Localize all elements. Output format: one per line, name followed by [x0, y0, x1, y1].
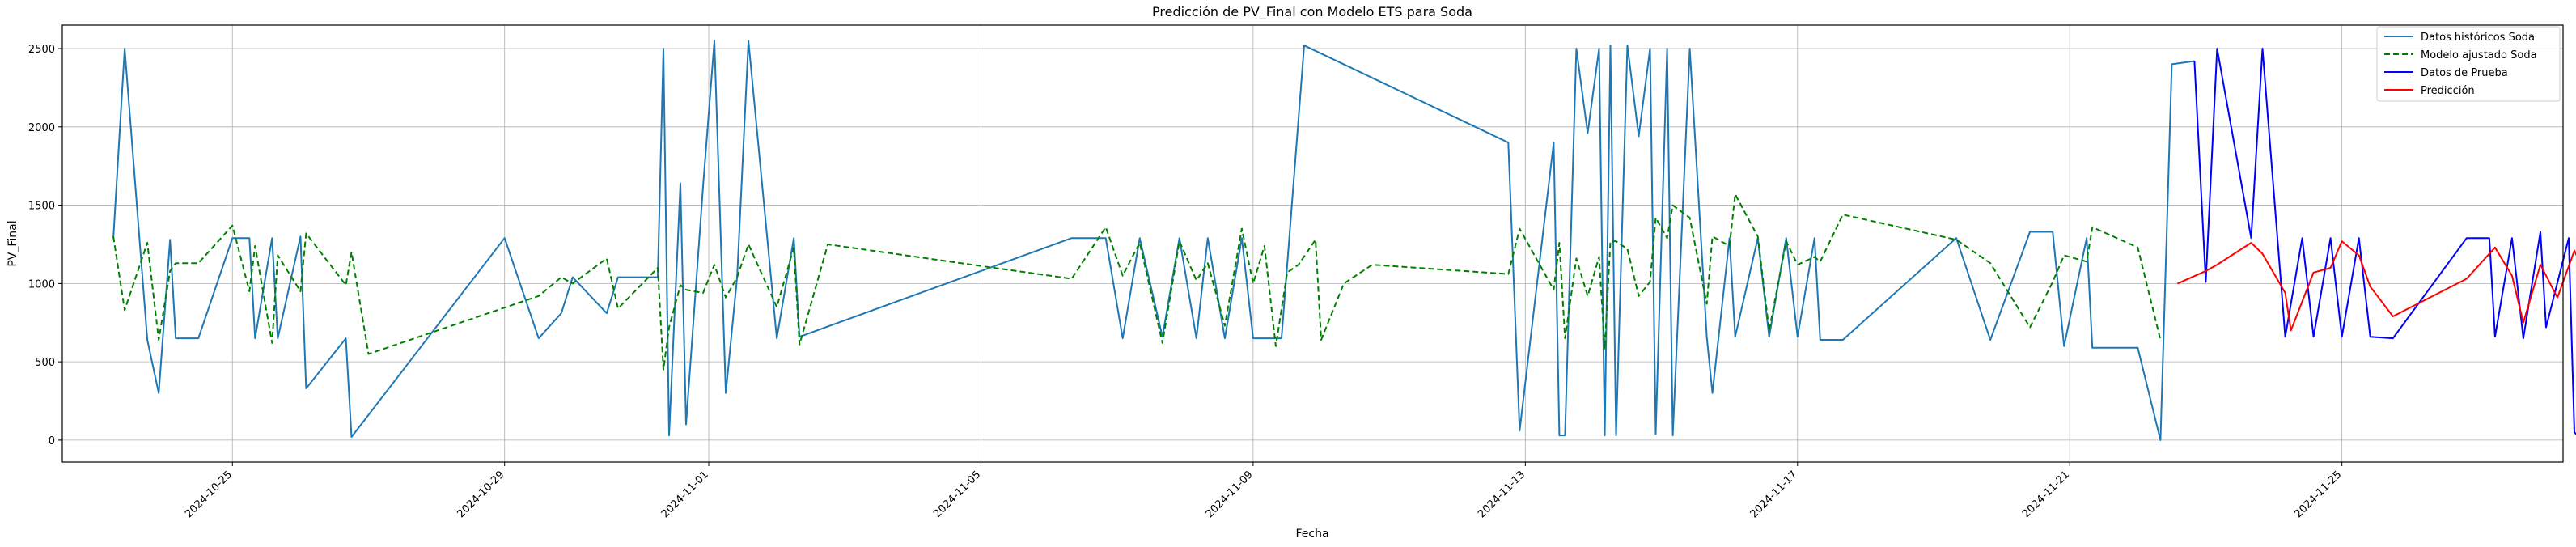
y-tick-label: 1000	[28, 278, 55, 290]
y-tick-label: 2500	[28, 44, 55, 56]
legend-label-modelo-ajustado-soda: Modelo ajustado Soda	[2421, 49, 2537, 61]
grid-lines	[62, 25, 2563, 462]
x-axis-label: Fecha	[1295, 528, 1328, 541]
series-line-datos-historicos-soda	[112, 40, 2195, 441]
y-axis-label: PV_Final	[6, 220, 19, 266]
legend-label-datos-de-prueba: Datos de Prueba	[2421, 67, 2508, 79]
legend-box	[2376, 26, 2561, 102]
legend: Datos históricos Soda Modelo ajustado Sod…	[2376, 26, 2561, 102]
series-line-modelo-ajustado-soda	[112, 193, 2162, 371]
y-tick-label: 1500	[28, 201, 55, 213]
chart-title: Predicción de PV_Final con Modelo ETS pa…	[1152, 4, 1472, 20]
plot-frame	[61, 24, 2564, 463]
y-tick-label: 2000	[28, 122, 55, 134]
y-tick-label: 0	[49, 435, 55, 447]
series-line-datos-de-prueba	[2193, 48, 2576, 435]
legend-label-prediccion: Predicción	[2421, 85, 2475, 97]
y-tick-label: 500	[35, 357, 55, 369]
series-layer	[112, 40, 2576, 441]
y-axis: 0 500 1000 1500 2000 2500	[28, 44, 62, 447]
legend-label-datos-historicos-soda: Datos históricos Soda	[2421, 32, 2535, 44]
